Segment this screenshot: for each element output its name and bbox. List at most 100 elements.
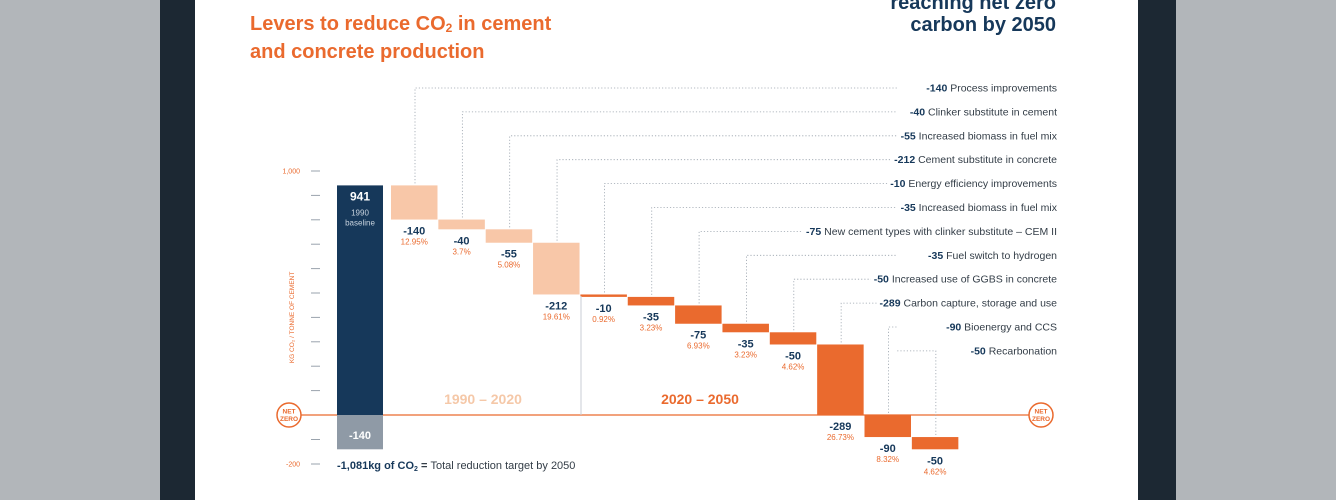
net-zero-badge bbox=[276, 402, 302, 428]
baseline-bar bbox=[337, 185, 383, 415]
lever-value: -35 bbox=[901, 202, 916, 214]
lever-name: New cement types with clinker substitute… bbox=[821, 226, 1057, 238]
waterfall-bar bbox=[533, 242, 580, 295]
period-label-1990-2020: 1990 – 2020 bbox=[444, 391, 522, 407]
leader-line bbox=[414, 87, 897, 184]
title-line-2: and concrete production bbox=[250, 40, 485, 63]
waterfall-bar bbox=[485, 229, 533, 243]
lever-label-bg bbox=[923, 82, 1057, 95]
net-zero-label: NET bbox=[1035, 409, 1048, 416]
bar-value-label: -35 bbox=[643, 311, 659, 323]
waterfall-bar bbox=[675, 305, 722, 324]
bar-percent-label: 3.23% bbox=[640, 323, 663, 332]
lever-label: -50 Increased use of GGBS in concrete bbox=[874, 274, 1057, 286]
leader-line bbox=[556, 159, 897, 241]
lever-label: -212 Cement substitute in concrete bbox=[894, 154, 1057, 166]
waterfall-bar bbox=[580, 294, 627, 297]
total-reduction-note: -1,081kg of CO2 = Total reduction target… bbox=[337, 460, 575, 473]
lever-label: -75 New cement types with clinker substi… bbox=[806, 226, 1057, 238]
waterfall-bar bbox=[864, 415, 911, 438]
title-subscript: 2 bbox=[445, 20, 453, 35]
y-tick-label: -200 bbox=[286, 462, 300, 469]
bar-percent-label: 3.23% bbox=[734, 350, 757, 359]
lever-label: -140 Process improvements bbox=[926, 83, 1057, 95]
leader-line bbox=[509, 135, 897, 228]
leader-line bbox=[897, 350, 937, 436]
bar-percent-label: 5.08% bbox=[498, 261, 521, 270]
lever-name: Carbon capture, storage and use bbox=[901, 298, 1058, 310]
lever-name: Increased use of GGBS in concrete bbox=[889, 274, 1057, 286]
bar-value-label: -10 bbox=[596, 303, 612, 315]
waterfall-bar bbox=[817, 344, 864, 415]
lever-name: Increased biomass in fuel mix bbox=[916, 202, 1058, 214]
bar-value-label: -140 bbox=[403, 226, 425, 238]
lever-label: -50 Recarbonation bbox=[971, 345, 1058, 357]
total-equals: = bbox=[418, 460, 431, 472]
baseline-value-label: 941 bbox=[350, 189, 370, 203]
net-zero-label: ZERO bbox=[280, 416, 298, 423]
leader-line bbox=[651, 207, 897, 295]
residual-value-label: -140 bbox=[349, 430, 371, 442]
lever-label: -55 Increased biomass in fuel mix bbox=[901, 130, 1058, 142]
leader-line bbox=[604, 183, 897, 293]
lever-value: -10 bbox=[890, 178, 905, 190]
leader-line bbox=[793, 278, 897, 331]
total-subscript: 2 bbox=[414, 466, 418, 473]
total-text: Total reduction target by 2050 bbox=[430, 460, 575, 472]
bar-value-label: -50 bbox=[927, 455, 943, 467]
lever-label-bg bbox=[897, 202, 1058, 214]
chart-title: Levers to reduce CO2 in cement and concr… bbox=[250, 12, 551, 64]
headline-line-2: carbon by 2050 bbox=[910, 14, 1056, 36]
bar-percent-label: 26.73% bbox=[827, 433, 854, 442]
headline-line-1: reaching net zero bbox=[890, 0, 1056, 14]
lever-name: Recarbonation bbox=[986, 345, 1057, 357]
bar-value-label: -35 bbox=[738, 338, 754, 350]
waterfall-bar bbox=[911, 437, 959, 450]
residual-bar bbox=[337, 415, 383, 450]
y-axis-label: KG CO₂ / TONNE OF CEMENT bbox=[289, 272, 296, 364]
leader-line bbox=[461, 111, 897, 218]
lever-label-bg bbox=[906, 106, 1058, 119]
net-zero-label: ZERO bbox=[1032, 416, 1050, 423]
lever-label-bg bbox=[887, 178, 1057, 191]
lever-name: Fuel switch to hydrogen bbox=[943, 250, 1057, 262]
lever-name: Process improvements bbox=[947, 83, 1057, 95]
bar-percent-label: 19.61% bbox=[543, 312, 570, 321]
lever-value: -212 bbox=[894, 154, 915, 166]
lever-label: -90 Bioenergy and CCS bbox=[946, 322, 1057, 334]
leader-line bbox=[746, 254, 897, 322]
lever-label-bg bbox=[967, 345, 1058, 358]
waterfall-bar bbox=[627, 296, 675, 306]
lever-label: -10 Energy efficiency improvements bbox=[890, 178, 1057, 190]
leader-line bbox=[698, 230, 897, 304]
lever-value: -289 bbox=[880, 298, 901, 310]
net-zero-badge bbox=[1028, 402, 1054, 428]
y-tick-label: 1,000 bbox=[282, 169, 300, 176]
lever-value: -50 bbox=[971, 345, 986, 357]
bar-value-label: -289 bbox=[829, 421, 851, 433]
total-value: -1,081kg of CO bbox=[337, 460, 414, 472]
lever-name: Cement substitute in concrete bbox=[915, 154, 1057, 166]
bar-value-label: -212 bbox=[545, 300, 567, 312]
lever-value: -140 bbox=[926, 83, 947, 95]
leader-line bbox=[840, 302, 897, 343]
lever-value: -90 bbox=[946, 322, 961, 334]
title-line-1: Levers to reduce CO2 in cement bbox=[250, 12, 551, 40]
lever-label: -40 Clinker substitute in cement bbox=[910, 106, 1057, 118]
lever-label: -35 Fuel switch to hydrogen bbox=[928, 250, 1057, 262]
title-tail: in cement bbox=[452, 13, 552, 35]
lever-label: -35 Increased biomass in fuel mix bbox=[901, 202, 1058, 214]
lever-label-bg bbox=[925, 249, 1058, 262]
lever-value: -35 bbox=[928, 250, 943, 262]
period-label-2020-2050: 2020 – 2050 bbox=[661, 391, 739, 407]
lever-label-bg bbox=[870, 273, 1058, 286]
waterfall-bar bbox=[438, 219, 485, 230]
lever-name: Energy efficiency improvements bbox=[905, 178, 1057, 190]
bar-value-label: -75 bbox=[690, 330, 706, 342]
bar-percent-label: 0.92% bbox=[592, 315, 615, 324]
waterfall-bar bbox=[722, 323, 769, 333]
lever-value: -50 bbox=[874, 274, 889, 286]
bar-percent-label: 3.7% bbox=[452, 247, 470, 256]
lever-name: Clinker substitute in cement bbox=[925, 106, 1057, 118]
